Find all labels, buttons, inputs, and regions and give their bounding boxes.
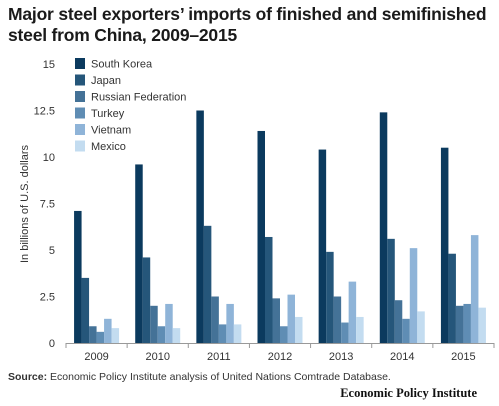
y-axis: 0 2.5 5 7.5 10 12.5 15: [34, 59, 55, 350]
chart-title: Major steel exporters’ imports of finish…: [8, 4, 487, 45]
legend-swatch: [75, 58, 85, 69]
bar: [333, 296, 342, 343]
source-label: Source:: [8, 371, 48, 383]
bar: [287, 294, 295, 343]
legend-swatch: [75, 140, 85, 152]
bar: [96, 331, 105, 343]
bar: [341, 322, 349, 343]
x-axis: 2009 2010 2011 2012 2013 2014 2015: [65, 343, 495, 363]
y-tick-label: 10: [43, 152, 55, 164]
bar: [265, 236, 273, 343]
bar: [272, 298, 280, 343]
bar: [104, 318, 112, 343]
y-tick-label: 0: [49, 338, 55, 350]
x-tick-label: 2015: [451, 351, 475, 363]
y-tick-label: 2.5: [40, 292, 55, 304]
bar: [74, 210, 82, 343]
bar: [203, 225, 212, 343]
legend-label: South Korea: [91, 59, 153, 71]
bar: [135, 164, 143, 343]
bar: [448, 253, 456, 343]
bar: [157, 326, 166, 343]
bar: [463, 303, 471, 343]
bar: [348, 281, 357, 343]
legend-label: Turkey: [91, 108, 125, 120]
bar: [172, 328, 181, 343]
y-tick-label: 15: [43, 59, 55, 71]
bar: [165, 303, 173, 343]
bar: [226, 303, 234, 343]
legend: South Korea Japan Russian Federation Turkey…: [75, 58, 186, 153]
bar: [402, 318, 410, 343]
x-tick-label: 2010: [145, 351, 169, 363]
bar: [257, 130, 265, 343]
legend-label: Japan: [91, 75, 121, 87]
legend-label: Vietnam: [91, 125, 131, 137]
bar: [280, 326, 288, 343]
bar: [379, 112, 388, 343]
legend-swatch: [75, 124, 85, 135]
bar: [455, 305, 464, 343]
legend-label: Mexico: [91, 141, 126, 153]
x-tick-label: 2009: [84, 351, 108, 363]
bar: [387, 238, 395, 343]
bar: [211, 296, 219, 343]
legend-swatch: [75, 107, 85, 119]
y-axis-label: In billions of U.S. dollars: [19, 145, 31, 263]
bar: [478, 307, 486, 343]
bar: [295, 316, 303, 343]
bar: [326, 251, 334, 343]
y-tick-label: 5: [49, 245, 55, 257]
bar: [89, 326, 97, 343]
bar: [409, 248, 418, 343]
legend-swatch: [75, 74, 85, 86]
bar: [394, 300, 403, 343]
legend-swatch: [75, 91, 85, 102]
y-tick-label: 12.5: [34, 106, 55, 118]
bar: [196, 110, 204, 343]
bar: [81, 277, 90, 343]
bar: [218, 324, 227, 343]
x-tick-label: 2014: [390, 351, 414, 363]
y-tick-label: 7.5: [40, 199, 55, 211]
x-tick-label: 2012: [268, 351, 292, 363]
bar: [111, 328, 120, 343]
x-tick-label: 2013: [329, 351, 353, 363]
bar: [150, 305, 158, 343]
bars: [74, 110, 486, 343]
bar: [233, 324, 242, 343]
source-text: Economic Policy Institute analysis of Un…: [50, 371, 391, 383]
bar: [356, 316, 364, 343]
bar: [417, 311, 425, 343]
bar: [318, 149, 327, 343]
bar: [470, 235, 479, 343]
x-tick-label: 2011: [207, 351, 231, 363]
brand-logo: Economic Policy Institute: [340, 386, 477, 400]
bar: [440, 147, 449, 343]
legend-label: Russian Federation: [91, 92, 186, 104]
source-note: Source: Economic Policy Institute analys…: [8, 371, 391, 383]
bar: [142, 257, 151, 343]
